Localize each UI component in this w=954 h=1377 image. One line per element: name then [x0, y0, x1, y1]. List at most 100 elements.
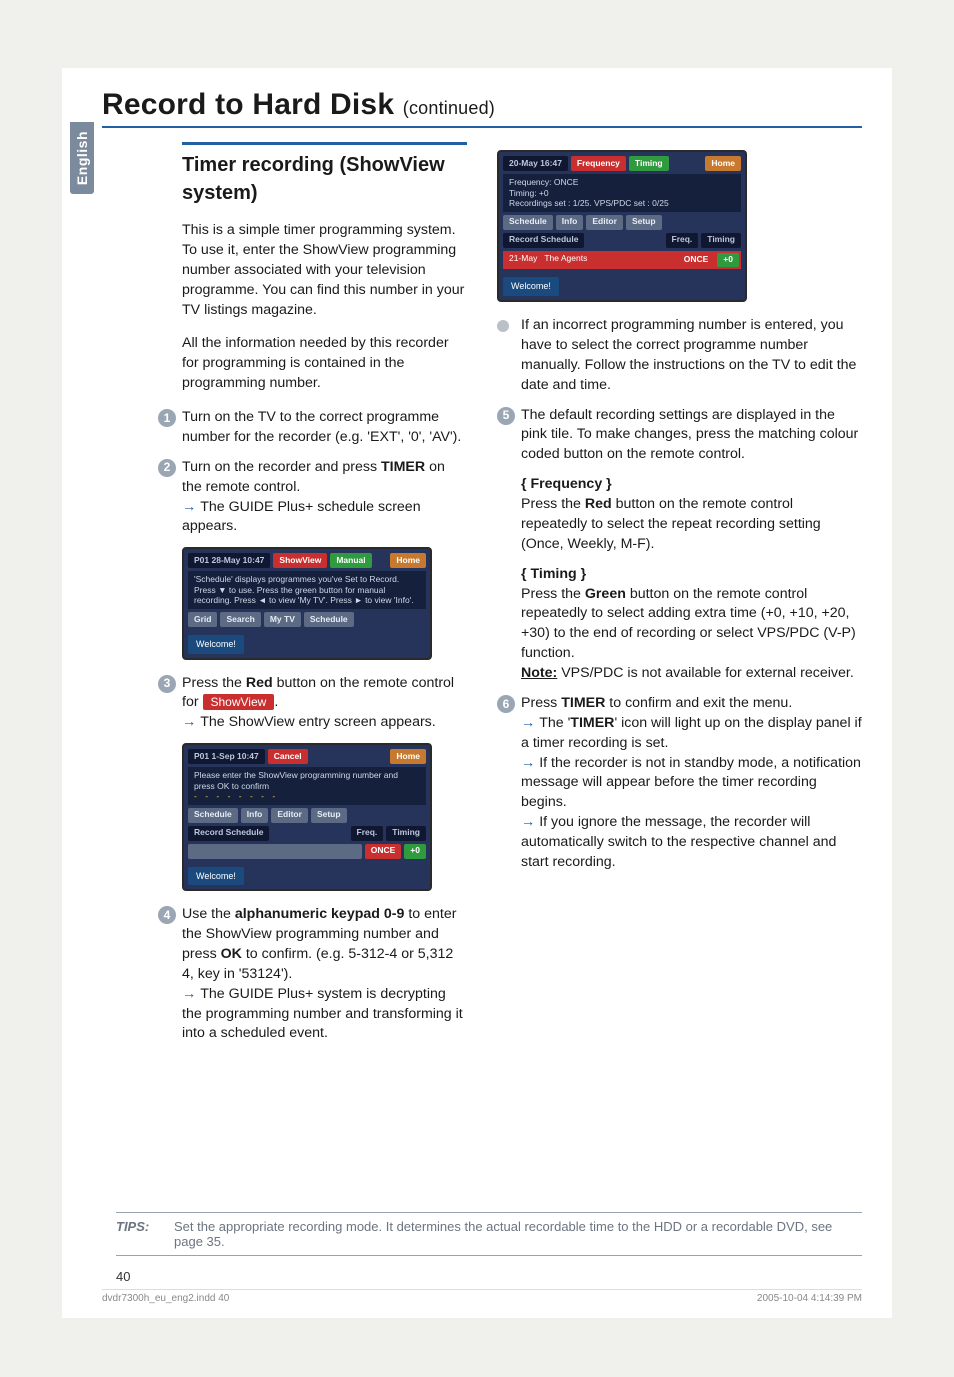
gs2-timing-label: Timing: [386, 826, 426, 841]
gs3-l3: Recordings set : 1/25. VPS/PDC set : 0/2…: [509, 198, 669, 208]
section-heading: Timer recording (ShowView system): [182, 142, 467, 207]
step-3: 3 Press the Red button on the remote con…: [182, 674, 467, 734]
step-6-b: to confirm and exit the menu.: [605, 695, 792, 711]
gs2-tab-cancel[interactable]: Cancel: [268, 749, 308, 764]
page-number: 40: [116, 1269, 130, 1284]
tips-box: TIPS: Set the appropriate recording mode…: [116, 1212, 862, 1256]
gs3-tab-home[interactable]: Home: [705, 156, 741, 171]
page-title: Record to Hard Disk (continued): [102, 88, 862, 128]
step-4-bold1: alphanumeric keypad 0-9: [235, 906, 405, 922]
left-column: Timer recording (ShowView system) This i…: [102, 142, 467, 1054]
timing-block: { Timing } Press the Green button on the…: [521, 565, 862, 684]
freq-a: Press the: [521, 496, 585, 512]
gs3-header: 20-May 16:47: [503, 156, 568, 171]
gs2-tab-home[interactable]: Home: [390, 749, 426, 764]
gs3-once: ONCE: [678, 253, 715, 268]
step-3-a: Press the: [182, 675, 246, 691]
step-4: 4 Use the alphanumeric keypad 0-9 to ent…: [182, 905, 467, 1044]
step-1-text: Turn on the TV to the correct programme …: [182, 409, 461, 445]
step-num-1: 1: [158, 409, 176, 427]
freq-red: Red: [585, 496, 612, 512]
gs2-body: Please enter the ShowView programming nu…: [188, 767, 426, 805]
gs3-btn-schedule[interactable]: Schedule: [503, 215, 553, 230]
arrow-icon: →: [182, 499, 196, 515]
s6-arr3: If you ignore the message, the recorder …: [521, 814, 836, 870]
intro-1: This is a simple timer programming syste…: [182, 221, 467, 320]
gs2-btn-editor[interactable]: Editor: [271, 808, 308, 823]
page-title-main: Record to Hard Disk: [102, 88, 394, 121]
page-title-sub: (continued): [403, 98, 495, 118]
guide-screenshot-2: P01 1-Sep 10:47 Cancel Home Please enter…: [182, 743, 432, 891]
step-2-arrow: The GUIDE Plus+ schedule screen appears.: [182, 499, 421, 535]
gs1-btn-grid[interactable]: Grid: [188, 612, 217, 627]
step-6-bold: TIMER: [561, 695, 605, 711]
gs2-welcome: Welcome!: [188, 867, 244, 886]
step-4-bold2: OK: [221, 946, 242, 962]
arrow-icon: →: [182, 986, 196, 1002]
note-label: Note:: [521, 665, 557, 681]
step-2: 2 Turn on the recorder and press TIMER o…: [182, 458, 467, 538]
gs3-body: Frequency: ONCE Timing: +0 Recordings se…: [503, 174, 741, 212]
arrow-icon: →: [521, 814, 535, 830]
language-label: English: [74, 131, 90, 185]
step-2-text-a: Turn on the recorder and press: [182, 459, 381, 475]
gs2-empty-row: [188, 844, 362, 859]
step-2-bold: TIMER: [381, 459, 425, 475]
gs3-l2: Timing: +0: [509, 188, 549, 198]
arrow-icon: →: [521, 715, 535, 731]
arrow-icon: →: [182, 714, 196, 730]
gs3-welcome: Welcome!: [503, 277, 559, 296]
step-1: 1 Turn on the TV to the correct programm…: [182, 408, 467, 448]
guide-screenshot-3: 20-May 16:47 Frequency Timing Home Frequ…: [497, 150, 747, 302]
gs3-tab-frequency[interactable]: Frequency: [571, 156, 626, 171]
intro-2: All the information needed by this recor…: [182, 334, 467, 394]
s6-arr1-sc: TIMER: [570, 715, 614, 731]
gs2-freq-label: Freq.: [351, 826, 384, 841]
step-5: 5 The default recording settings are dis…: [521, 406, 862, 466]
step-3-c: .: [274, 694, 278, 710]
language-tab: English: [70, 122, 94, 194]
bullet-step: If an incorrect programming number is en…: [521, 316, 862, 396]
gs1-tab-showview[interactable]: ShowView: [273, 553, 327, 568]
step-num-5: 5: [497, 407, 515, 425]
footer-meta: dvdr7300h_eu_eng2.indd 40 2005-10-04 4:1…: [102, 1289, 862, 1304]
step-4-a: Use the: [182, 906, 235, 922]
step-num-2: 2: [158, 459, 176, 477]
gs3-tab-timing[interactable]: Timing: [629, 156, 669, 171]
tips-label: TIPS:: [116, 1219, 164, 1249]
gs1-btn-schedule[interactable]: Schedule: [304, 612, 354, 627]
gs2-input-dashes[interactable]: - - - - - - - -: [194, 791, 278, 801]
step-num-3: 3: [158, 675, 176, 693]
step-num-6: 6: [497, 695, 515, 713]
gs3-row-prog: The Agents: [544, 253, 674, 268]
gs3-btn-info[interactable]: Info: [556, 215, 584, 230]
gs2-btn-schedule[interactable]: Schedule: [188, 808, 238, 823]
arrow-icon: →: [521, 755, 535, 771]
timing-label: { Timing }: [521, 565, 862, 585]
gs3-row-date: 21-May: [505, 253, 541, 268]
gs2-btn-info[interactable]: Info: [241, 808, 269, 823]
gs1-tab-home[interactable]: Home: [390, 553, 426, 568]
bullet-icon: [497, 320, 509, 332]
gs3-l1: Frequency: ONCE: [509, 177, 578, 187]
gs3-timing-label: Timing: [701, 233, 741, 248]
tim-green: Green: [585, 586, 626, 602]
step-3-arrow: The ShowView entry screen appears.: [200, 714, 436, 730]
step-4-arrow: The GUIDE Plus+ system is decrypting the…: [182, 986, 463, 1042]
gs2-plus0: +0: [404, 844, 426, 859]
gs3-freq-label: Freq.: [666, 233, 699, 248]
gs3-plus0: +0: [717, 253, 739, 268]
gs2-btn-setup[interactable]: Setup: [311, 808, 347, 823]
gs2-rec-label: Record Schedule: [188, 826, 269, 841]
gs3-btn-editor[interactable]: Editor: [586, 215, 623, 230]
gs2-header: P01 1-Sep 10:47: [188, 749, 265, 764]
footer-left: dvdr7300h_eu_eng2.indd 40: [102, 1293, 229, 1304]
guide-screenshot-1: P01 28-May 10:47 ShowView Manual Home 'S…: [182, 547, 432, 659]
showview-tag: ShowView: [203, 694, 275, 710]
gs3-btn-setup[interactable]: Setup: [626, 215, 662, 230]
gs2-body-text: Please enter the ShowView programming nu…: [194, 770, 398, 791]
gs1-btn-search[interactable]: Search: [220, 612, 260, 627]
bullet-text: If an incorrect programming number is en…: [521, 317, 856, 393]
gs1-btn-mytv[interactable]: My TV: [264, 612, 301, 627]
gs1-tab-manual[interactable]: Manual: [330, 553, 371, 568]
